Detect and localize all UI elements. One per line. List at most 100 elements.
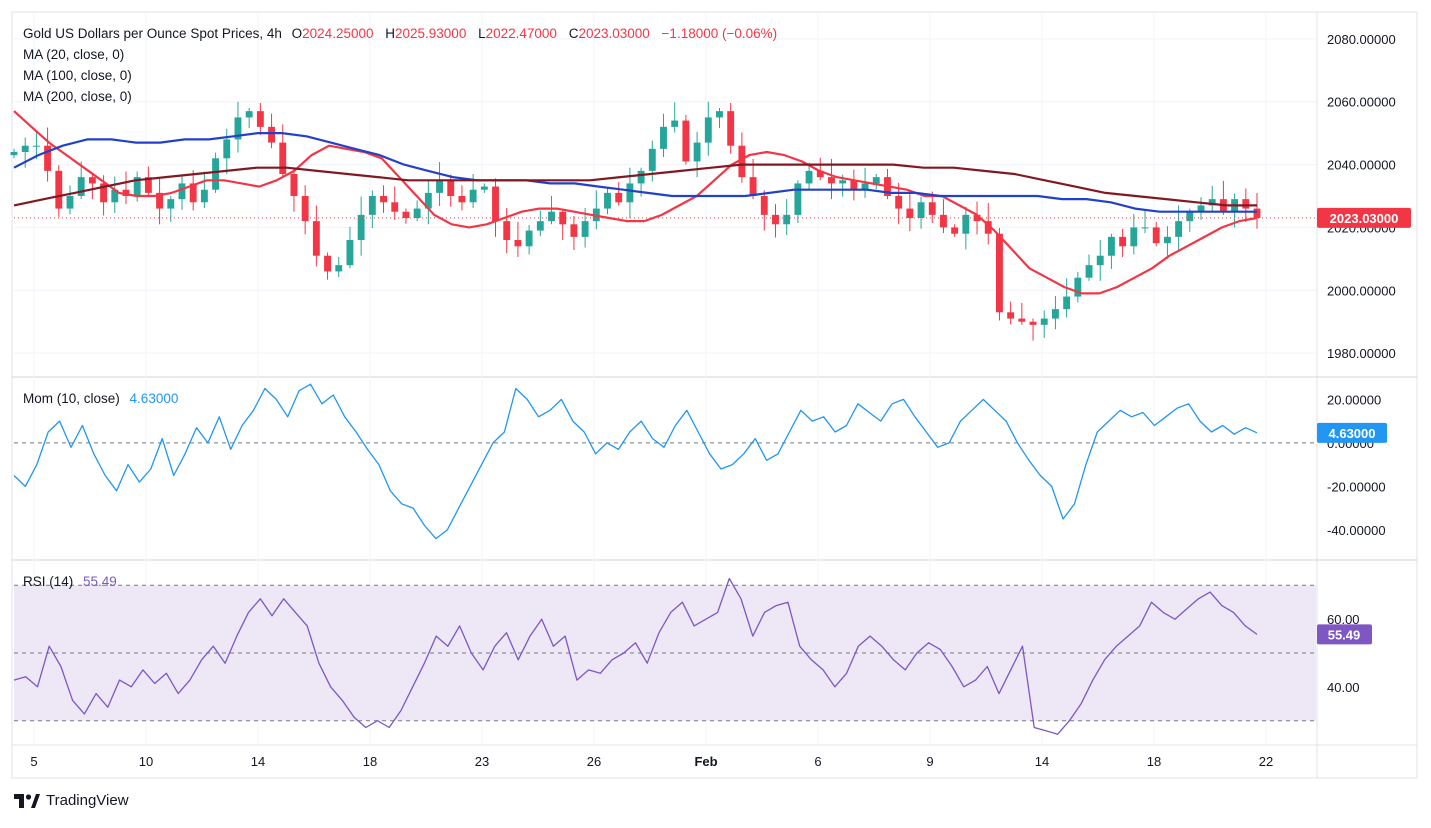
candle-body — [895, 196, 903, 209]
candle-body — [693, 142, 701, 162]
moving-average-series — [13, 110, 1316, 295]
candle-body — [940, 214, 947, 228]
candle-body — [1051, 309, 1059, 319]
x-tick-label: 18 — [1147, 754, 1161, 769]
candle-body — [1107, 236, 1115, 256]
candle-body — [88, 177, 96, 184]
mom-line — [13, 383, 1258, 540]
candle-body — [469, 189, 477, 203]
candle-body — [144, 177, 152, 193]
chart-header: Gold US Dollars per Ounce Spot Prices, 4… — [23, 26, 777, 41]
candle-body — [200, 189, 208, 203]
candle-body — [536, 221, 544, 231]
candle-body — [55, 170, 63, 209]
low-label: L — [478, 26, 486, 41]
candle-body — [312, 221, 320, 256]
candle-body — [805, 170, 813, 184]
candle-body — [32, 145, 40, 147]
legend-rsi[interactable]: RSI (14) 55.49 — [23, 574, 117, 589]
open-value: 2024.25000 — [302, 26, 373, 41]
candle-body — [256, 111, 264, 127]
low-value: 2022.47000 — [486, 26, 557, 41]
candle-body — [212, 158, 220, 190]
candle-body — [760, 196, 768, 215]
high-label: H — [385, 26, 395, 41]
candle-body — [234, 117, 242, 140]
x-tick-label: 14 — [1035, 754, 1049, 769]
candle-body — [324, 255, 331, 272]
legend-ma20[interactable]: MA (20, close, 0) — [23, 47, 124, 62]
candle-body — [906, 208, 914, 218]
indicator-series — [13, 383, 1316, 735]
candle-body — [156, 192, 164, 209]
candle-body — [301, 196, 309, 222]
candle-body — [749, 177, 757, 196]
x-tick-label: 18 — [363, 754, 377, 769]
candle-body — [704, 117, 712, 143]
candle-body — [1029, 321, 1037, 325]
rsi-value: 55.49 — [83, 574, 117, 589]
candle-body — [391, 202, 399, 212]
high-value: 2025.93000 — [395, 26, 466, 41]
close-label: C — [569, 26, 579, 41]
tradingview-brand[interactable]: TradingView — [14, 792, 129, 809]
candle-body — [290, 174, 298, 196]
candle-body — [1074, 277, 1082, 297]
legend-mom[interactable]: Mom (10, close) 4.63000 — [23, 391, 178, 406]
candle-body — [1141, 227, 1149, 229]
price-tick-label: 1980.00000 — [1327, 346, 1396, 361]
candle-body — [1130, 227, 1138, 247]
mom-tick-label: 20.00000 — [1327, 392, 1381, 407]
candle-body — [1197, 205, 1205, 212]
last-price-badge — [1317, 207, 1411, 228]
candle-body — [660, 126, 667, 149]
candle-body — [77, 177, 85, 196]
candle-body — [189, 183, 197, 203]
candle-body — [10, 152, 18, 156]
ma100-line — [13, 132, 1257, 213]
legend-ma100[interactable]: MA (100, close, 0) — [23, 68, 132, 83]
candle-body — [368, 196, 376, 215]
candle-body — [268, 126, 275, 143]
open-label: O — [292, 26, 303, 41]
candle-body — [1096, 255, 1104, 266]
candle-body — [279, 142, 287, 174]
legend-ma200[interactable]: MA (200, close, 0) — [23, 89, 132, 104]
rsi-band — [14, 584, 1316, 722]
candle-body — [1152, 227, 1160, 244]
rsi-tick-label: 40.00 — [1327, 680, 1360, 695]
candle-body — [861, 183, 869, 190]
candle-body — [66, 196, 74, 209]
candle-body — [167, 199, 175, 209]
price-tick-label: 2000.00000 — [1327, 283, 1396, 298]
candle-body — [346, 240, 354, 266]
candle-body — [100, 183, 108, 203]
candle-body — [1253, 208, 1261, 218]
ma20-line — [13, 110, 1258, 295]
candle-body — [839, 180, 847, 184]
candle-body — [447, 180, 455, 196]
candle-body — [1208, 199, 1216, 206]
x-tick-label: 23 — [475, 754, 489, 769]
x-tick-label: Feb — [694, 754, 717, 769]
x-tick-label: 6 — [814, 754, 821, 769]
candle-body — [671, 120, 679, 127]
symbol-title: Gold US Dollars per Ounce Spot Prices, 4… — [23, 26, 282, 41]
mom-tick-label: -40.00000 — [1327, 523, 1386, 538]
candle-body — [727, 111, 735, 146]
rsi-tick-label: 60.00 — [1327, 612, 1360, 627]
price-tick-label: 2080.00000 — [1327, 32, 1396, 47]
mom-label: Mom (10, close) — [23, 391, 120, 406]
change-value: −1.18000 (−0.06%) — [662, 26, 778, 41]
candle-body — [1007, 312, 1015, 319]
rsi-value-badge — [1317, 624, 1372, 645]
candle-body — [1018, 318, 1026, 322]
x-tick-label: 9 — [926, 754, 933, 769]
candle-body — [111, 189, 119, 203]
candle-body — [637, 170, 645, 184]
brand-name: TradingView — [46, 792, 129, 809]
rsi-label: RSI (14) — [23, 574, 73, 589]
candle-body — [380, 196, 387, 203]
